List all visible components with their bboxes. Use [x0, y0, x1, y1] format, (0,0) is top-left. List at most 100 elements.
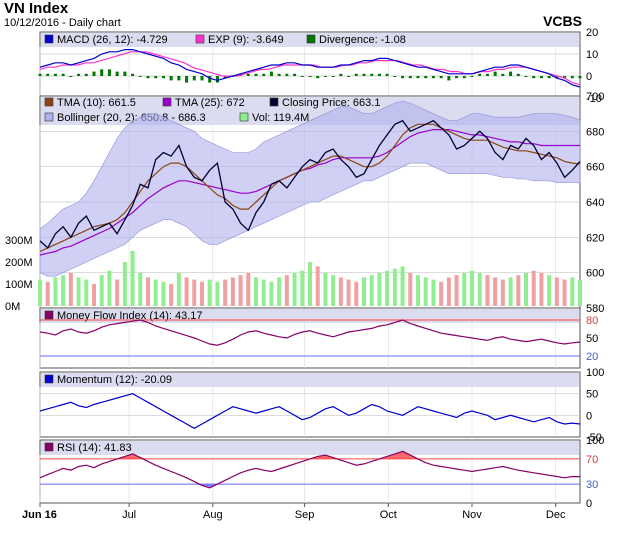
mfi-ytick: 20 [586, 351, 598, 363]
volume-bar [531, 270, 536, 306]
macd-divergence-bar [84, 73, 88, 76]
macd-divergence-bar [385, 73, 389, 76]
macd-divergence-bar [485, 73, 489, 76]
volume-bar [423, 277, 428, 306]
volume-ytick: 100M [5, 279, 33, 291]
macd-legend-label: Divergence: -1.08 [319, 34, 406, 46]
volume-bar [45, 281, 50, 306]
volume-bar [500, 279, 505, 306]
momentum-ytick: 100 [586, 367, 604, 379]
momentum-line [39, 393, 581, 429]
macd-divergence-bar [115, 71, 119, 76]
macd-legend-label: EXP (9): -3.649 [208, 34, 284, 46]
volume-bar [61, 275, 66, 306]
macd-divergence-bar [185, 76, 189, 83]
x-axis-month-label: Jun 16 [22, 509, 57, 521]
x-axis-month-label: Aug [203, 509, 223, 521]
volume-bar [130, 251, 135, 306]
macd-divergence-bar [53, 73, 57, 76]
rsi-overbought-area [402, 451, 411, 459]
macd-divergence-bar [462, 76, 466, 79]
volume-bar [578, 279, 582, 306]
macd-divergence-bar [493, 71, 497, 76]
volume-bar [146, 277, 150, 306]
volume-bar [369, 275, 374, 306]
price-ytick: 700 [586, 91, 604, 103]
volume-bar [570, 277, 575, 306]
macd-divergence-bar [478, 73, 482, 76]
macd-divergence-bar [439, 76, 443, 79]
macd-legend-swatch [195, 34, 205, 44]
volume-bar [362, 277, 366, 306]
macd-ytick: 10 [586, 49, 598, 61]
price-ytick: 640 [586, 197, 604, 209]
volume-bar [92, 284, 96, 306]
macd-divergence-bar [470, 76, 474, 77]
volume-bar [284, 275, 289, 306]
momentum-legend-label: Momentum (12): -20.09 [57, 374, 172, 386]
volume-bar [238, 275, 243, 306]
price-legend-label: TMA (10): 661.5 [57, 97, 136, 109]
volume-bar [416, 275, 420, 306]
macd-divergence-bar [208, 76, 212, 83]
macd-divergence-bar [92, 71, 96, 76]
volume-bar [524, 273, 528, 306]
volume-bar [331, 275, 336, 306]
macd-divergence-bar [555, 76, 559, 79]
volume-bar [153, 279, 158, 306]
brand-label: VCBS [543, 13, 582, 29]
macd-divergence-bar [578, 76, 582, 79]
macd-divergence-bar [123, 71, 127, 76]
macd-divergence-bar [323, 76, 327, 77]
macd-divergence-bar [246, 73, 250, 76]
price-legend-swatch [239, 112, 249, 122]
price-ytick: 680 [586, 126, 604, 138]
volume-bar [246, 273, 251, 306]
macd-legend-swatch [306, 34, 316, 44]
macd-divergence-bar [347, 76, 351, 77]
macd-legend-swatch [44, 34, 54, 44]
rsi-panel-legend-bar [41, 441, 579, 455]
macd-ytick: 20 [586, 27, 598, 39]
momentum-ytick: -50 [586, 432, 602, 444]
volume-bar [176, 273, 181, 306]
volume-bar [400, 266, 405, 306]
momentum-legend-swatch [44, 374, 54, 384]
price-legend-swatch [269, 97, 279, 107]
macd-divergence-bar [408, 76, 412, 79]
macd-divergence-bar [570, 76, 574, 79]
macd-divergence-bar [339, 73, 343, 76]
volume-bar [516, 275, 521, 306]
price-ytick: 620 [586, 232, 604, 244]
tma10-line [39, 123, 581, 253]
volume-bar [508, 277, 513, 306]
macd-divergence-bar [447, 76, 451, 81]
mfi-legend-swatch [44, 310, 54, 320]
volume-bar [122, 262, 127, 306]
macd-ytick: 0 [586, 71, 592, 83]
bollinger-band [39, 100, 581, 277]
macd-divergence-bar [77, 73, 81, 76]
macd-divergence-bar [177, 76, 181, 81]
volume-bar [431, 279, 436, 306]
mfi-ytick: 50 [586, 333, 598, 345]
volume-bar [53, 277, 58, 306]
volume-bar [277, 277, 282, 306]
volume-bar [493, 277, 498, 306]
macd-divergence-bar [146, 76, 150, 79]
volume-bar [562, 279, 567, 306]
macd-divergence-bar [269, 71, 273, 76]
rsi-ytick: 30 [586, 479, 598, 491]
macd-divergence-bar [138, 76, 142, 77]
volume-bar [462, 273, 467, 306]
chart-title: VN Index [4, 0, 69, 17]
volume-bar [161, 281, 166, 306]
macd-divergence-bar [46, 73, 50, 76]
volume-bar [68, 273, 73, 306]
rsi-overbought-area [317, 455, 326, 459]
volume-bar [377, 273, 382, 306]
rsi-legend-label: RSI (14): 41.83 [57, 442, 132, 454]
volume-bar [385, 270, 390, 306]
macd-divergence-bar [532, 76, 536, 79]
